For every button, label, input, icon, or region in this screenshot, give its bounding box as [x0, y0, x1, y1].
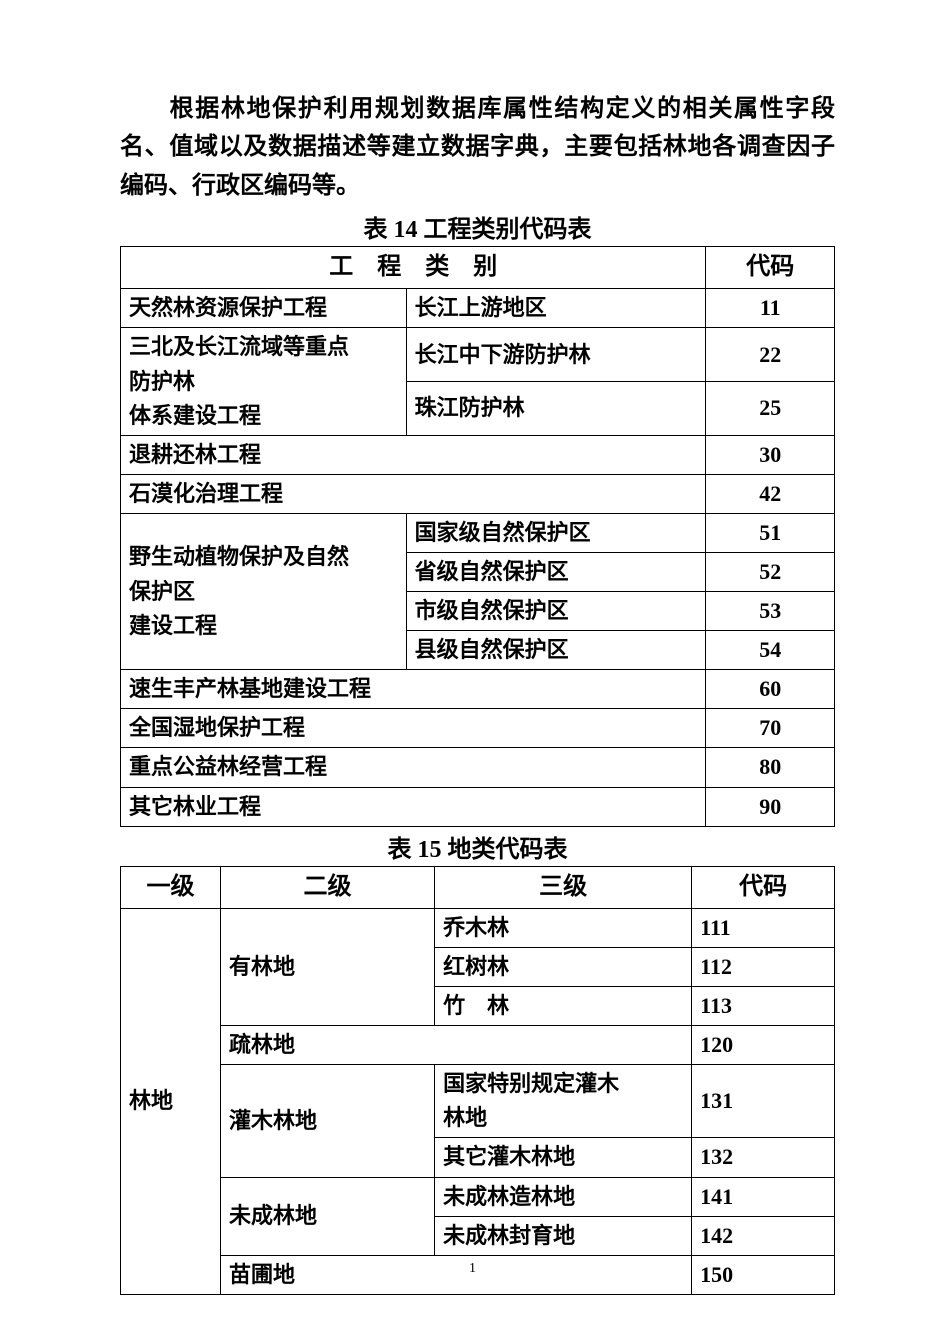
- table-row: 灌木林地 国家特别规定灌木 林地 131: [121, 1065, 835, 1138]
- cell: 退耕还林工程: [121, 435, 706, 474]
- cell: 42: [706, 474, 835, 513]
- cell: 141: [692, 1177, 835, 1216]
- cell: 90: [706, 787, 835, 826]
- cell: 51: [706, 513, 835, 552]
- cell: 30: [706, 435, 835, 474]
- table-row: 三北及长江流域等重点 防护林 体系建设工程 长江中下游防护林 22: [121, 328, 835, 382]
- table-row: 天然林资源保护工程 长江上游地区 11: [121, 289, 835, 328]
- table14: 工 程 类 别 代码 天然林资源保护工程 长江上游地区 11 三北及长江流域等重…: [120, 246, 835, 827]
- table15: 一级 二级 三级 代码 林地 有林地 乔木林 111 红树林 112 竹 林 1…: [120, 866, 835, 1295]
- cell: 有林地: [220, 908, 434, 1025]
- cell: 未成林地: [220, 1177, 434, 1255]
- document-page: 根据林地保护利用规划数据库属性结构定义的相关属性字段名、值域以及数据描述等建立数…: [0, 0, 945, 1337]
- cell: 长江中下游防护林: [406, 328, 706, 382]
- cell: 113: [692, 987, 835, 1026]
- cell: 市级自然保护区: [406, 592, 706, 631]
- table-row: 退耕还林工程 30: [121, 435, 835, 474]
- table15-header-code: 代码: [692, 866, 835, 908]
- cell: 三北及长江流域等重点 防护林 体系建设工程: [121, 328, 407, 435]
- cell: 疏林地: [220, 1026, 691, 1065]
- cell: 其它林业工程: [121, 787, 706, 826]
- cell: 野生动植物保护及自然 保护区 建设工程: [121, 513, 407, 669]
- cell: 60: [706, 670, 835, 709]
- cell: 灌木林地: [220, 1065, 434, 1177]
- cell-level1: 林地: [121, 908, 221, 1294]
- table15-header-l2: 二级: [220, 866, 434, 908]
- cell: 速生丰产林基地建设工程: [121, 670, 706, 709]
- cell: 111: [692, 908, 835, 947]
- cell: 112: [692, 947, 835, 986]
- table14-header-category: 工 程 类 别: [121, 247, 706, 289]
- table-row: 其它林业工程 90: [121, 787, 835, 826]
- cell: 珠江防护林: [406, 382, 706, 436]
- cell: 重点公益林经营工程: [121, 748, 706, 787]
- table14-caption: 表 14 工程类别代码表: [120, 209, 835, 244]
- cell: 省级自然保护区: [406, 553, 706, 592]
- cell: 县级自然保护区: [406, 631, 706, 670]
- table-row: 重点公益林经营工程 80: [121, 748, 835, 787]
- table14-header-code: 代码: [706, 247, 835, 289]
- table-row: 林地 有林地 乔木林 111: [121, 908, 835, 947]
- table-row: 全国湿地保护工程 70: [121, 709, 835, 748]
- cell: 石漠化治理工程: [121, 474, 706, 513]
- intro-text: 根据林地保护利用规划数据库属性结构定义的相关属性字段名、值域以及数据描述等建立数…: [120, 96, 835, 199]
- cell: 22: [706, 328, 835, 382]
- table-row: 一级 二级 三级 代码: [121, 866, 835, 908]
- intro-paragraph: 根据林地保护利用规划数据库属性结构定义的相关属性字段名、值域以及数据描述等建立数…: [120, 90, 835, 205]
- table-row: 石漠化治理工程 42: [121, 474, 835, 513]
- page-number: 1: [0, 1261, 945, 1277]
- cell: 乔木林: [435, 908, 692, 947]
- cell: 132: [692, 1138, 835, 1177]
- cell: 未成林造林地: [435, 1177, 692, 1216]
- table-row: 工 程 类 别 代码: [121, 247, 835, 289]
- cell: 国家特别规定灌木 林地: [435, 1065, 692, 1138]
- cell: 其它灌木林地: [435, 1138, 692, 1177]
- cell: 131: [692, 1065, 835, 1138]
- cell: 52: [706, 553, 835, 592]
- table15-header-l3: 三级: [435, 866, 692, 908]
- table15-header-l1: 一级: [121, 866, 221, 908]
- cell: 长江上游地区: [406, 289, 706, 328]
- table-row: 未成林地 未成林造林地 141: [121, 1177, 835, 1216]
- cell: 天然林资源保护工程: [121, 289, 407, 328]
- cell: 142: [692, 1216, 835, 1255]
- cell: 54: [706, 631, 835, 670]
- table-row: 速生丰产林基地建设工程 60: [121, 670, 835, 709]
- cell: 红树林: [435, 947, 692, 986]
- cell: 80: [706, 748, 835, 787]
- table15-caption: 表 15 地类代码表: [120, 829, 835, 864]
- cell: 全国湿地保护工程: [121, 709, 706, 748]
- table-row: 野生动植物保护及自然 保护区 建设工程 国家级自然保护区 51: [121, 513, 835, 552]
- table-row: 疏林地 120: [121, 1026, 835, 1065]
- cell: 国家级自然保护区: [406, 513, 706, 552]
- cell: 25: [706, 382, 835, 436]
- cell: 70: [706, 709, 835, 748]
- cell: 未成林封育地: [435, 1216, 692, 1255]
- cell: 11: [706, 289, 835, 328]
- cell: 120: [692, 1026, 835, 1065]
- cell: 竹 林: [435, 987, 692, 1026]
- cell: 53: [706, 592, 835, 631]
